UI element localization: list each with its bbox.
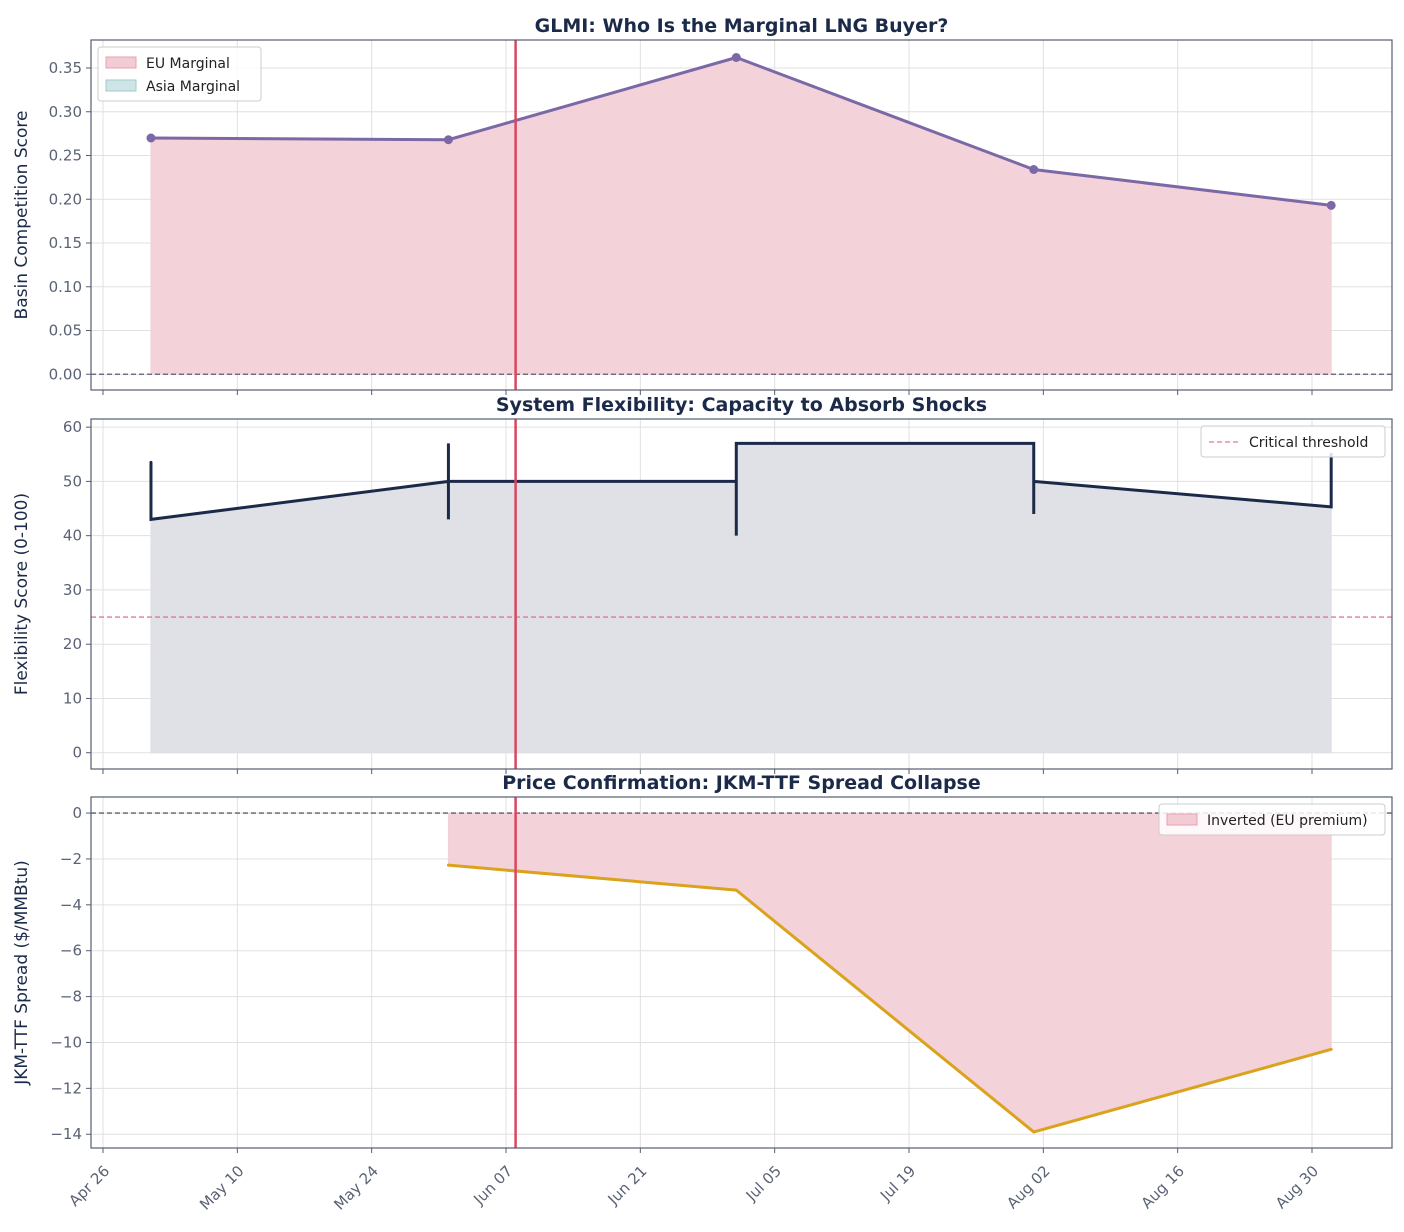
ytick-label: 0 (72, 804, 82, 822)
data-point (731, 53, 741, 62)
y-axis-label: JKM-TTF Spread ($/MMBtu) (12, 860, 32, 1086)
data-point (443, 135, 453, 145)
ytick-label: 0.20 (49, 190, 82, 208)
xtick-label: May 10 (196, 1162, 248, 1214)
panel-3: 0 −2 −4 −6 −8 −10 −12 −14 Apr 26 May 10 May 24 Jun … (12, 772, 1393, 1214)
ytick-label: 0.25 (49, 147, 82, 165)
area-fill (150, 442, 1332, 754)
xtick-label: Aug 30 (1272, 1162, 1322, 1212)
ytick-label: −8 (60, 988, 82, 1006)
legend-swatch (105, 79, 137, 92)
ytick-label: 0.30 (49, 103, 82, 121)
xtick-label: Jul 19 (876, 1162, 919, 1205)
y-axis-label: Flexibility Score (0-100) (12, 493, 32, 695)
data-point (146, 133, 156, 143)
y-axis-label: Basin Competition Score (12, 111, 32, 320)
axes-frame (90, 39, 1393, 391)
area-fill (150, 56, 1332, 375)
ytick-label: 40 (63, 527, 82, 545)
ytick-label: 30 (63, 581, 82, 599)
ytick-label: 20 (63, 635, 82, 653)
plot-area (91, 797, 1392, 1148)
data-point (1326, 200, 1336, 210)
xtick-label: Jun 07 (469, 1162, 516, 1209)
legend-box (1158, 803, 1386, 836)
ytick-label: −4 (60, 896, 82, 914)
panel-1: 0.00 0.05 0.10 0.15 0.20 0.25 0.30 0.35 GLMI: Wh… (12, 15, 1393, 395)
panel-title: System Flexibility: Capacity to Absorb S… (496, 394, 987, 416)
xtick-label: Aug 16 (1138, 1162, 1188, 1212)
ytick-label: −10 (50, 1033, 82, 1051)
ytick-label: −14 (50, 1125, 82, 1143)
legend-swatch (105, 56, 137, 69)
plot-area (91, 419, 1392, 769)
legend: EU Marginal Asia Marginal (97, 46, 262, 102)
ytick-label: 0.00 (49, 365, 82, 383)
panel-2: 0 10 20 30 40 50 60 System Flexibility: Capacit… (12, 394, 1393, 774)
ytick-label: 0.05 (49, 322, 82, 340)
panel-title: GLMI: Who Is the Marginal LNG Buyer? (535, 15, 949, 37)
ytick-label: 0.10 (49, 278, 82, 296)
legend-label: EU Marginal (146, 56, 230, 72)
legend: Inverted (EU premium) (1158, 803, 1386, 836)
ytick-label: −12 (50, 1079, 82, 1097)
legend-swatch (1166, 813, 1198, 826)
axes-frame (90, 796, 1393, 1149)
ytick-label: −6 (60, 942, 82, 960)
ytick-label: 50 (63, 472, 82, 490)
xtick-label: Aug 02 (1003, 1162, 1053, 1212)
series-line (446, 863, 1333, 1134)
axes-frame (90, 418, 1393, 770)
xtick-label: Jul 05 (742, 1162, 785, 1205)
ytick-label: 0 (72, 744, 82, 762)
legend-label: Critical threshold (1249, 435, 1368, 451)
ytick-label: 10 (63, 689, 82, 707)
panel-title: Price Confirmation: JKM-TTF Spread Colla… (502, 772, 981, 794)
ytick-label: 0.15 (49, 234, 82, 252)
ytick-label: 0.35 (49, 59, 82, 77)
xtick-label: May 24 (330, 1162, 382, 1214)
xtick-label: Jun 21 (604, 1162, 651, 1209)
legend-box (1200, 425, 1386, 458)
legend-label: Asia Marginal (146, 79, 240, 95)
area-fill (447, 812, 1332, 1133)
xtick-label: Apr 26 (65, 1162, 113, 1210)
series-line (149, 441, 1333, 536)
plot-area (91, 40, 1392, 390)
data-point (1029, 165, 1039, 174)
legend-label: Inverted (EU premium) (1207, 813, 1368, 829)
ytick-label: −2 (60, 850, 82, 868)
legend-box (97, 46, 262, 102)
legend: Critical threshold (1200, 425, 1386, 458)
ytick-label: 60 (63, 418, 82, 436)
